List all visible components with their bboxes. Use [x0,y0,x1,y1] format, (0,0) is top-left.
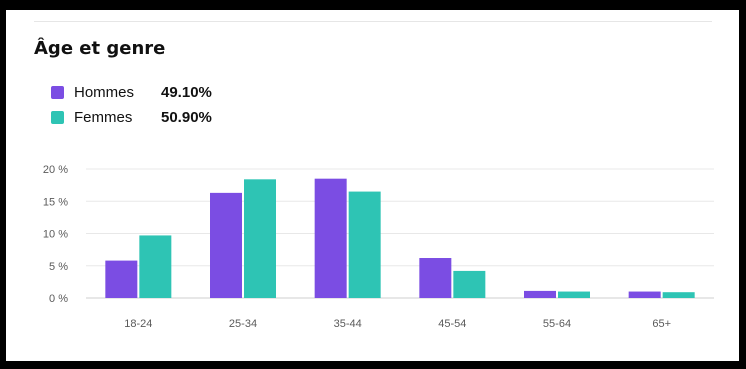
y-tick-label: 15 % [43,196,68,208]
bar-hommes-35-44 [314,178,347,298]
x-tick-label: 35-44 [334,318,362,330]
legend-label-femmes: Femmes [74,108,133,126]
x-tick-label: 55-64 [543,318,571,330]
legend-label-hommes: Hommes [74,83,135,101]
bar-hommes-25-34 [210,192,242,298]
bar-femmes-35-44 [348,191,381,298]
legend-swatch-femmes [51,110,64,124]
bar-chart: 0 % 5 % 10 % 15 % 20 % 18-24 25-34 35-44 45-54 55… [43,164,714,330]
bar-hommes-55-64 [524,290,556,298]
y-tick-label: 20 % [43,164,68,176]
x-tick-label: 45-54 [438,318,466,330]
bar-femmes-45-54 [453,270,486,298]
legend-item-hommes: Hommes 49.10% [51,83,212,101]
legend-value-femmes: 50.90% [161,108,212,126]
bar-femmes-55-64 [558,291,590,298]
bar-hommes-65plus [628,291,661,298]
x-tick-label: 18-24 [124,318,152,330]
x-tick-label: 25-34 [229,318,257,330]
chart-title: Âge et genre [34,38,166,59]
bar-femmes-18-24 [139,235,172,298]
age-gender-card: Âge et genre Hommes 49.10% Femmes 50.90%… [6,10,739,361]
top-divider [34,21,712,22]
bar-hommes-45-54 [419,258,452,298]
legend-swatch-hommes [51,85,64,99]
legend-item-femmes: Femmes 50.90% [51,108,212,126]
legend-value-hommes: 49.10% [161,83,212,101]
y-tick-label: 0 % [49,293,68,305]
bar-femmes-25-34 [244,179,276,298]
y-tick-label: 5 % [49,261,68,273]
bar-hommes-18-24 [105,260,138,298]
bar-femmes-65plus [662,292,695,298]
x-tick-label: 65+ [652,318,671,330]
y-tick-label: 10 % [43,229,68,241]
